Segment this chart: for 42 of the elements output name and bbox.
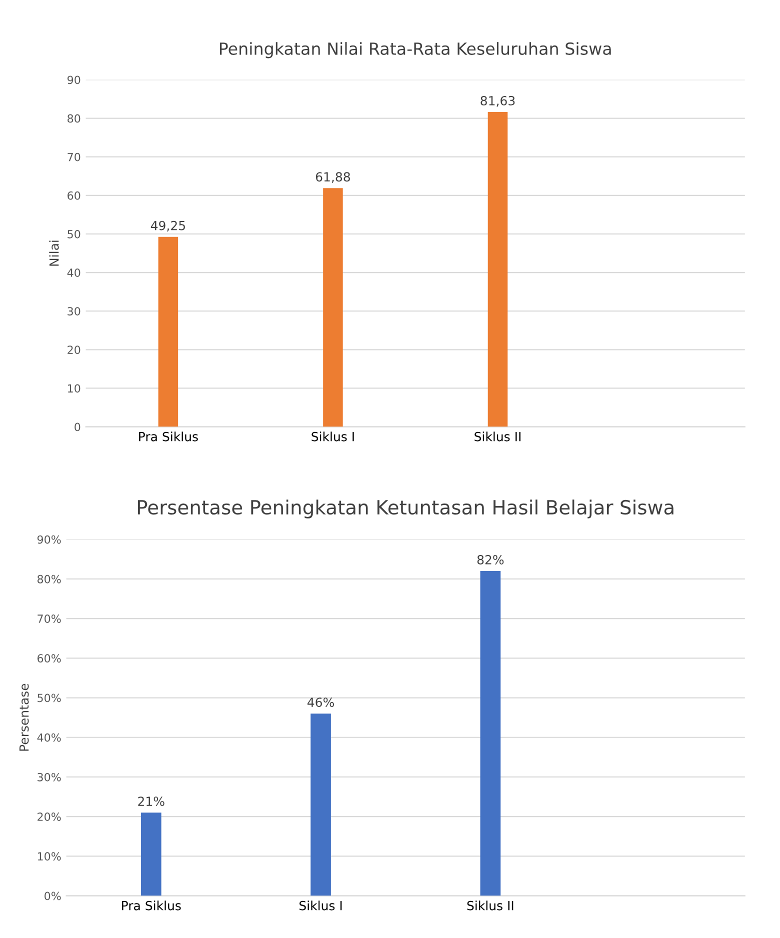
- x-tick-label: Siklus I: [312, 432, 354, 442]
- bar: [480, 571, 501, 896]
- y-tick-label: 20: [68, 346, 80, 354]
- bar: [488, 112, 508, 427]
- y-tick-label: 10: [68, 384, 80, 393]
- bar: [310, 714, 331, 896]
- bar: [323, 188, 343, 427]
- y-tick-label: 70%: [38, 614, 61, 623]
- x-tick-label: Siklus II: [474, 432, 520, 442]
- x-tick-label: Siklus I: [299, 900, 342, 910]
- y-axis-title: Persentase: [19, 684, 29, 751]
- y-tick-label: 50: [68, 230, 80, 238]
- y-tick-label: 70: [68, 152, 80, 162]
- data-label: 21%: [138, 796, 164, 806]
- x-tick-label: Pra Siklus: [122, 900, 181, 910]
- chart-title: Peningkatan Nilai Rata-Rata Keseluruhan Siswa: [220, 42, 611, 58]
- y-tick-label: 50%: [38, 694, 61, 702]
- x-tick-label: Siklus II: [467, 900, 514, 910]
- y-tick-label: 0%: [44, 892, 61, 900]
- bar: [140, 812, 162, 896]
- y-tick-label: 40: [67, 268, 80, 277]
- data-label: 82%: [477, 554, 504, 564]
- data-label: 49,25: [150, 220, 185, 232]
- y-tick-label: 0: [74, 422, 80, 432]
- y-tick-label: 90%: [37, 535, 61, 544]
- y-tick-label: 40%: [37, 733, 61, 742]
- y-tick-label: 60: [68, 191, 80, 200]
- y-tick-label: 60%: [38, 654, 61, 663]
- data-label: 81,63: [480, 96, 515, 107]
- bar: [158, 236, 178, 427]
- data-label: 46%: [307, 698, 334, 708]
- y-tick-label: 80: [68, 114, 80, 123]
- chart-title: Persentase Peningkatan Ketuntasan Hasil Belajar Siswa: [138, 500, 674, 518]
- data-label: 61,88: [316, 172, 350, 183]
- y-tick-label: 30: [68, 307, 80, 316]
- y-axis-title: Nilai: [49, 240, 59, 266]
- y-tick-label: 90: [68, 76, 80, 84]
- y-tick-label: 30%: [38, 772, 61, 782]
- y-tick-label: 80%: [37, 574, 61, 584]
- y-tick-label: 10%: [38, 852, 61, 861]
- y-tick-label: 20%: [38, 812, 61, 821]
- x-tick-label: Pra Siklus: [139, 432, 198, 442]
